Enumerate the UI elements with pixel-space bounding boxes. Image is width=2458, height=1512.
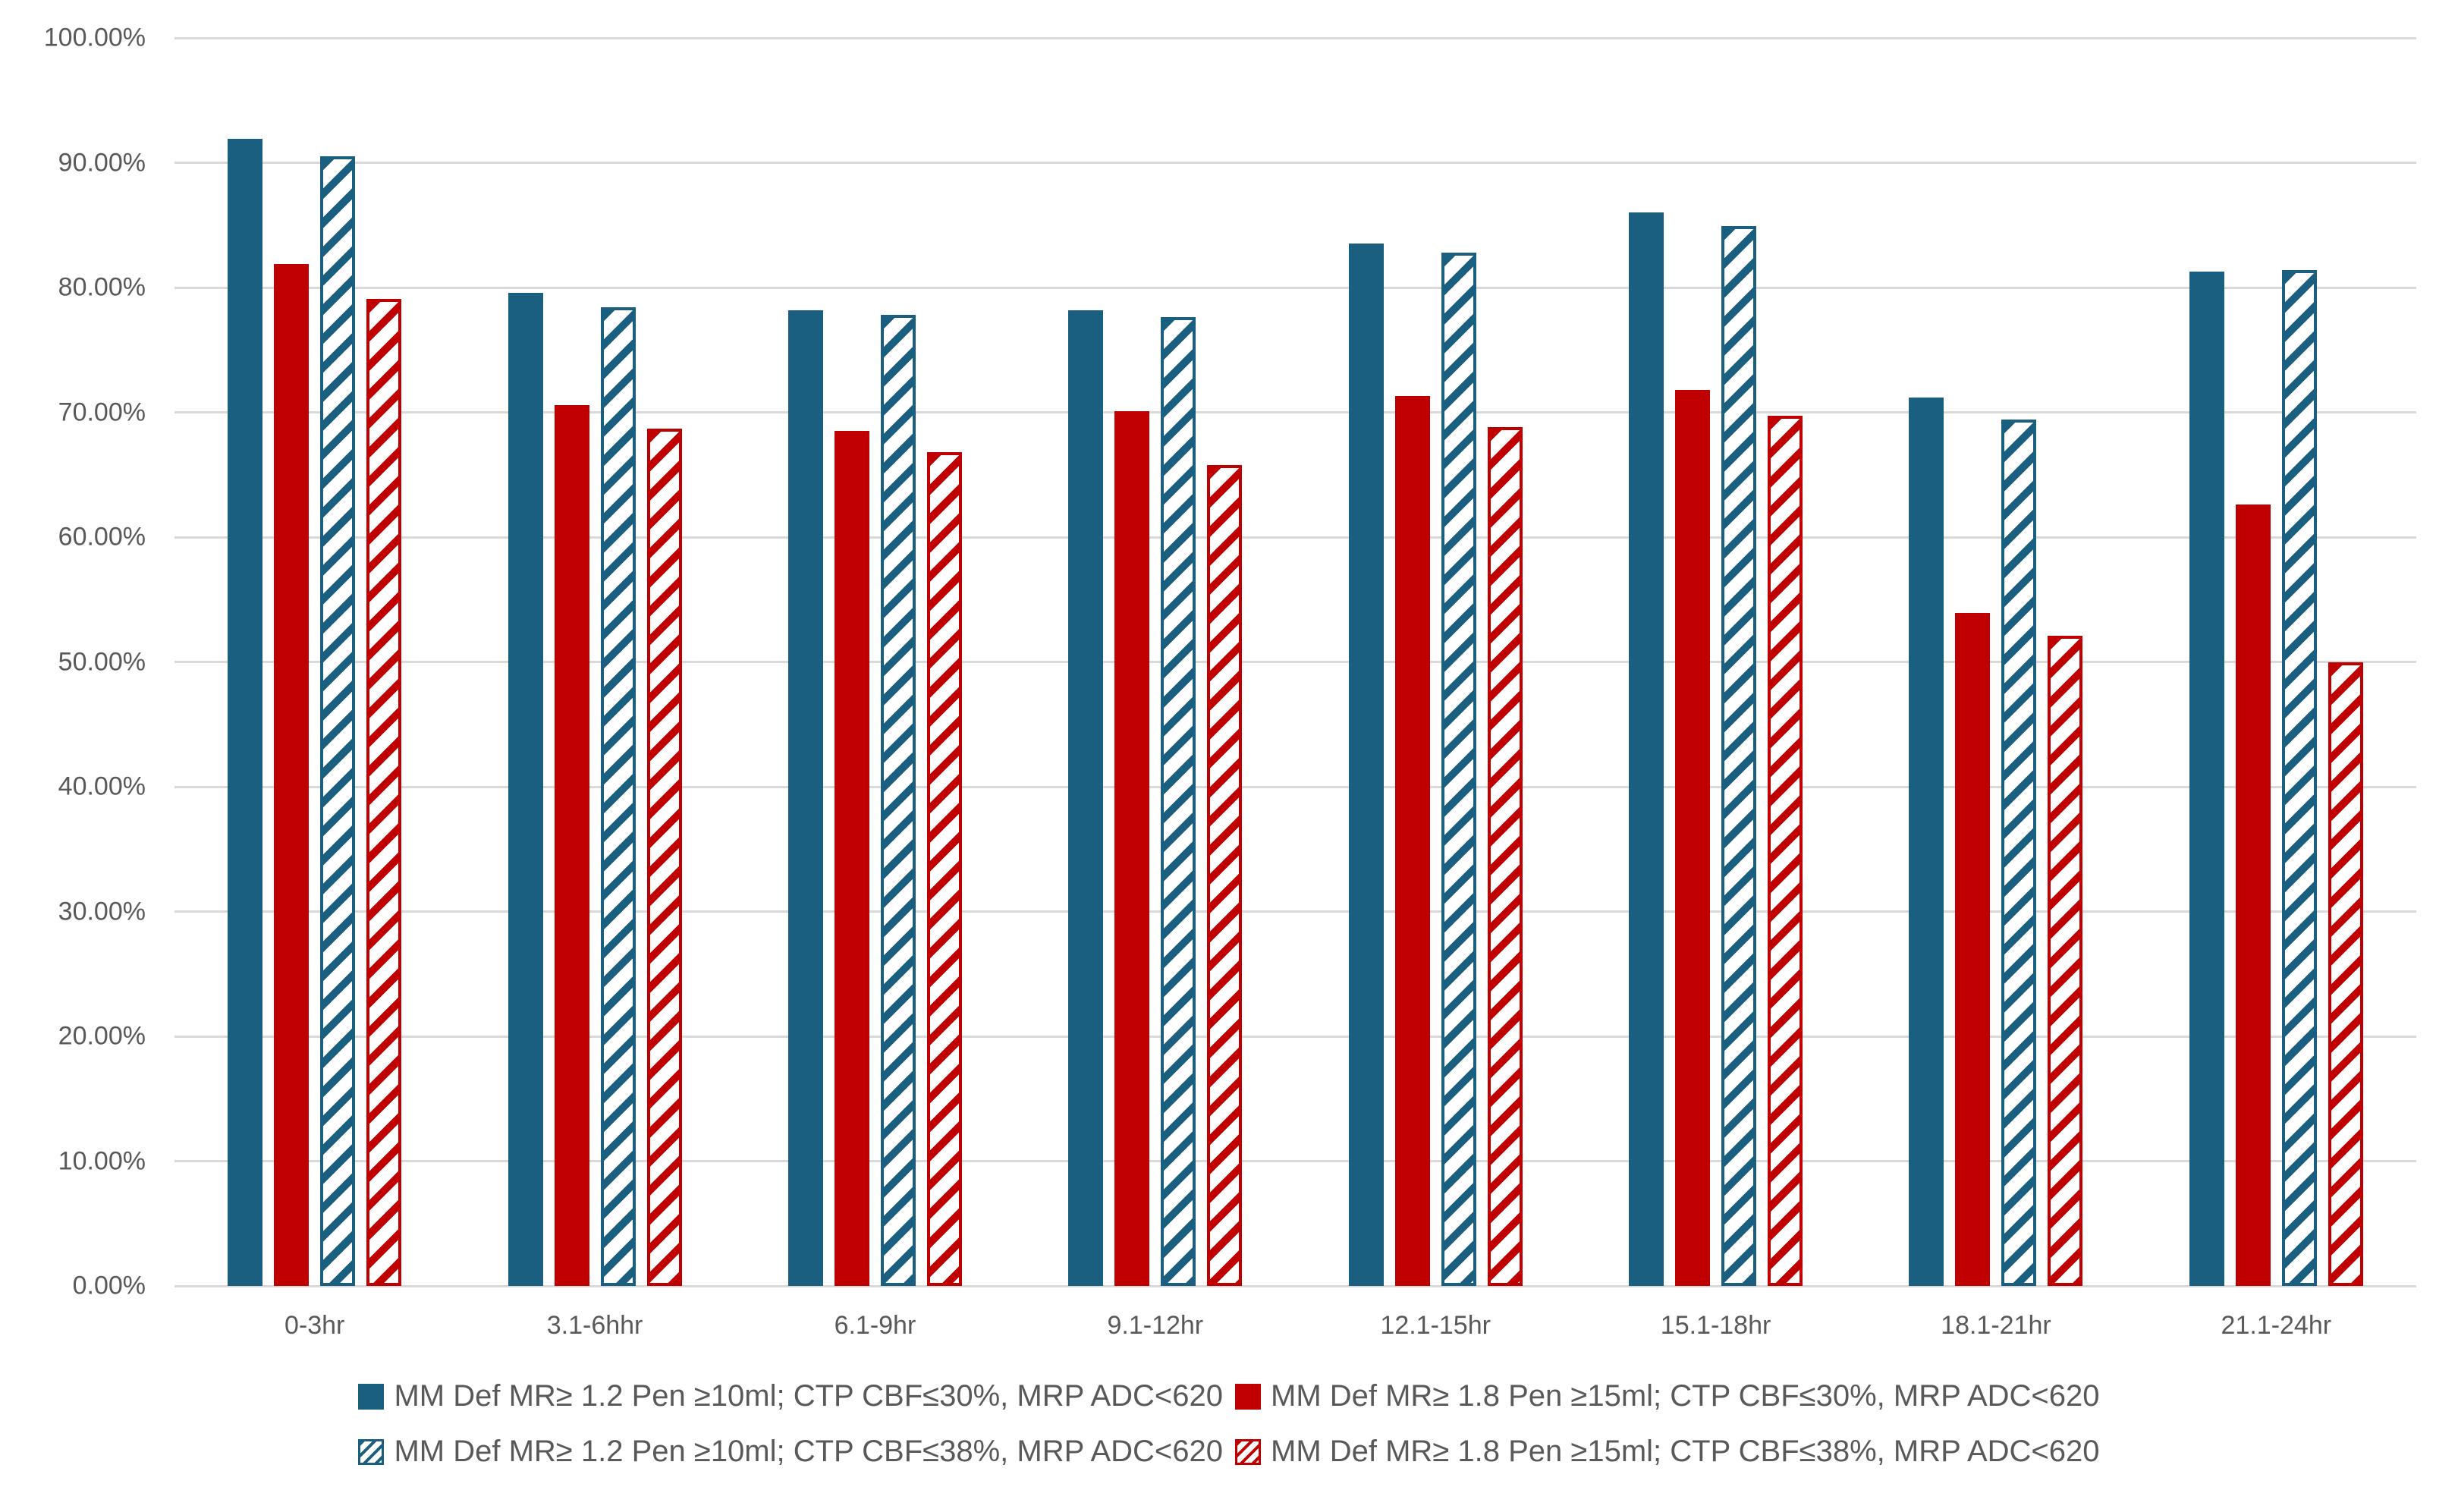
gridline xyxy=(174,910,2416,913)
y-axis: 0.00% 10.00% 20.00% 30.00% 40.00% 50.00% 60.00… xyxy=(0,24,146,1300)
bar-9.1-12hr-series0 xyxy=(1068,310,1104,1286)
x-axis-tick-label: 3.1-6hhr xyxy=(546,1311,643,1340)
bar-6.1-9hr-series1 xyxy=(834,431,869,1286)
x-axis: 0-3hr 3.1-6hhr 6.1-9hr 9.1-12hr 12.1-15hr 15.… xyxy=(174,1311,2416,1341)
bar-group-15.1-18hr xyxy=(1576,38,1856,1286)
y-axis-tick-label: 20.00% xyxy=(58,1021,146,1051)
bar-21.1-24hr-series2 xyxy=(2281,269,2317,1286)
bar-3.1-6hhr-series0 xyxy=(508,292,543,1286)
legend-item-series2: MM Def MR≥ 1.2 Pen ≥10ml; CTP CBF≤38%, M… xyxy=(358,1435,1223,1469)
plot-area xyxy=(174,36,2416,1287)
legend-label: MM Def MR≥ 1.2 Pen ≥10ml; CTP CBF≤30%, M… xyxy=(394,1379,1223,1413)
legend-swatch-icon xyxy=(1235,1438,1261,1465)
bar-6.1-9hr-series0 xyxy=(787,310,823,1286)
gridline xyxy=(174,785,2416,788)
legend-item-series1: MM Def MR≥ 1.8 Pen ≥15ml; CTP CBF≤30%, M… xyxy=(1235,1379,2100,1413)
x-axis-tick-label: 6.1-9hr xyxy=(834,1311,916,1340)
gridline xyxy=(174,1284,2416,1287)
bar-21.1-24hr-series3 xyxy=(2328,662,2363,1286)
x-axis-tick-label: 12.1-15hr xyxy=(1380,1311,1491,1340)
bar-12.1-15hr-series3 xyxy=(1487,427,1523,1286)
bar-3.1-6hhr-series3 xyxy=(646,428,682,1286)
bar-18.1-21hr-series2 xyxy=(2001,420,2037,1286)
bar-6.1-9hr-series2 xyxy=(880,315,916,1286)
bar-21.1-24hr-series0 xyxy=(2189,271,2224,1286)
bar-group-0-3hr xyxy=(174,38,454,1286)
bar-6.1-9hr-series3 xyxy=(926,452,962,1286)
bar-3.1-6hhr-series1 xyxy=(554,404,589,1286)
x-axis-tick-label: 15.1-18hr xyxy=(1660,1311,1771,1340)
bar-18.1-21hr-series0 xyxy=(1909,397,1944,1286)
bar-12.1-15hr-series1 xyxy=(1394,396,1430,1286)
y-axis-tick-label: 70.00% xyxy=(58,398,146,426)
bar-0-3hr-series3 xyxy=(366,298,402,1286)
legend-swatch-icon xyxy=(358,1438,385,1465)
y-axis-tick-label: 10.00% xyxy=(58,1146,146,1175)
legend-swatch-icon xyxy=(1235,1383,1261,1410)
bar-group-6.1-9hr xyxy=(735,38,1015,1286)
bar-18.1-21hr-series3 xyxy=(2048,635,2083,1286)
x-axis-tick-label: 18.1-21hr xyxy=(1941,1311,2051,1340)
y-axis-tick-label: 50.00% xyxy=(58,647,146,676)
gridline xyxy=(174,536,2416,539)
legend-row-2: MM Def MR≥ 1.2 Pen ≥10ml; CTP CBF≤38%, M… xyxy=(358,1435,2100,1469)
bar-12.1-15hr-series2 xyxy=(1441,252,1476,1286)
bar-0-3hr-series0 xyxy=(228,139,263,1286)
y-axis-tick-label: 30.00% xyxy=(58,897,146,926)
bar-15.1-18hr-series2 xyxy=(1721,226,1757,1286)
x-axis-tick-label: 21.1-24hr xyxy=(2221,1311,2332,1340)
bar-group-3.1-6hhr xyxy=(454,38,734,1286)
legend-item-series0: MM Def MR≥ 1.2 Pen ≥10ml; CTP CBF≤30%, M… xyxy=(358,1379,1223,1413)
x-axis-tick-label: 9.1-12hr xyxy=(1107,1311,1204,1340)
bar-15.1-18hr-series0 xyxy=(1629,212,1664,1286)
bar-9.1-12hr-series3 xyxy=(1207,464,1243,1286)
bar-group-18.1-21hr xyxy=(1856,38,2136,1286)
y-axis-tick-label: 0.00% xyxy=(72,1271,146,1300)
gridline xyxy=(174,1035,2416,1038)
y-axis-tick-label: 60.00% xyxy=(58,522,146,552)
legend: MM Def MR≥ 1.2 Pen ≥10ml; CTP CBF≤30%, M… xyxy=(0,1379,2458,1469)
bar-12.1-15hr-series0 xyxy=(1348,244,1384,1286)
gridline xyxy=(174,1160,2416,1162)
bar-3.1-6hhr-series2 xyxy=(600,307,636,1286)
bar-15.1-18hr-series3 xyxy=(1768,416,1803,1286)
legend-label: MM Def MR≥ 1.2 Pen ≥10ml; CTP CBF≤38%, M… xyxy=(394,1435,1223,1468)
y-axis-tick-label: 80.00% xyxy=(58,272,146,302)
bar-0-3hr-series2 xyxy=(320,156,356,1286)
y-axis-tick-label: 90.00% xyxy=(58,148,146,177)
gridline xyxy=(174,162,2416,164)
legend-label: MM Def MR≥ 1.8 Pen ≥15ml; CTP CBF≤30%, M… xyxy=(1271,1379,2100,1413)
legend-swatch-icon xyxy=(358,1383,385,1410)
x-axis-tick-label: 0-3hr xyxy=(284,1311,345,1340)
bar-group-9.1-12hr xyxy=(1015,38,1295,1286)
legend-item-series3: MM Def MR≥ 1.8 Pen ≥15ml; CTP CBF≤38%, M… xyxy=(1235,1435,2100,1469)
gridline xyxy=(174,286,2416,289)
legend-label: MM Def MR≥ 1.8 Pen ≥15ml; CTP CBF≤38%, M… xyxy=(1271,1435,2100,1468)
bar-groups xyxy=(174,38,2416,1286)
y-axis-tick-label: 100.00% xyxy=(43,23,146,52)
bar-15.1-18hr-series1 xyxy=(1675,389,1711,1286)
bar-9.1-12hr-series2 xyxy=(1161,317,1196,1286)
y-axis-tick-label: 40.00% xyxy=(58,772,146,801)
bar-21.1-24hr-series1 xyxy=(2235,505,2271,1286)
bar-18.1-21hr-series1 xyxy=(1955,613,1991,1286)
gridline xyxy=(174,36,2416,39)
bar-9.1-12hr-series1 xyxy=(1114,410,1150,1286)
gridline xyxy=(174,411,2416,413)
legend-row-1: MM Def MR≥ 1.2 Pen ≥10ml; CTP CBF≤30%, M… xyxy=(358,1379,2100,1413)
bar-group-21.1-24hr xyxy=(2136,38,2416,1286)
bar-0-3hr-series1 xyxy=(274,263,310,1286)
gridline xyxy=(174,661,2416,663)
bar-group-12.1-15hr xyxy=(1296,38,1576,1286)
